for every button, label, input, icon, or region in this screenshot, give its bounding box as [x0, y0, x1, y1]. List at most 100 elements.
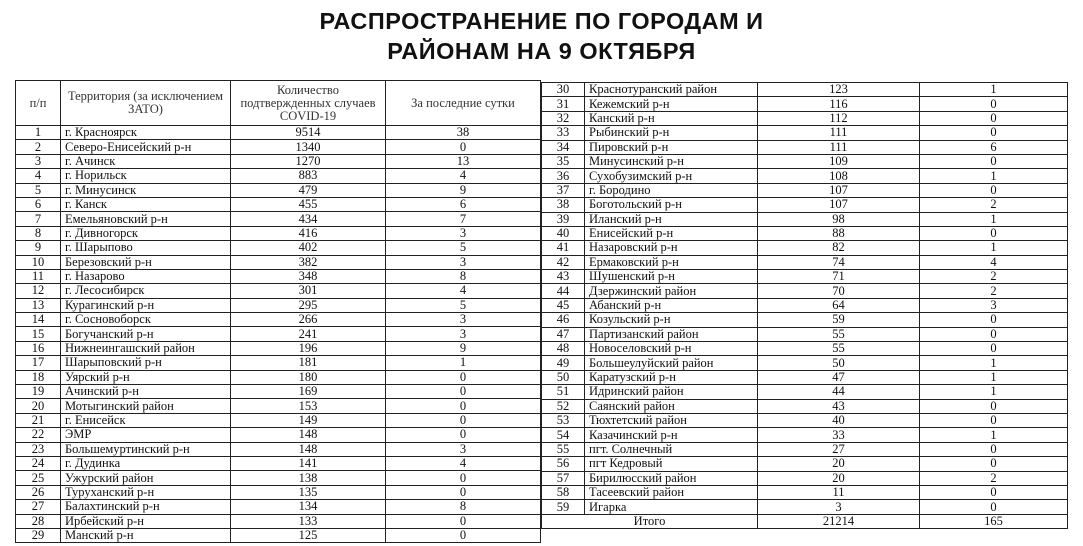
total-cases: 148 [230, 427, 386, 443]
last-day-cases: 4 [385, 283, 541, 299]
total-cases: 123 [757, 81, 920, 98]
row-number: 47 [541, 326, 585, 343]
total-cases: 20 [757, 470, 920, 486]
last-day-cases: 0 [385, 398, 541, 414]
total-cases: 44 [757, 384, 920, 400]
territory-name: Нижнеингашский район [60, 340, 231, 357]
page-title-line-2: РАЙОНАМ НА 9 ОКТЯБРЯ [387, 38, 696, 64]
territory-name: Пировский р-н [584, 139, 758, 155]
total-cases: 148 [230, 441, 386, 457]
last-day-cases: 1 [919, 355, 1068, 371]
table-row: 13 Курагинский р-н 295 5 [15, 297, 541, 314]
last-day-cases: 8 [385, 268, 541, 285]
territory-name: Партизанский район [584, 326, 758, 343]
territory-name: г. Сосновоборск [60, 312, 231, 328]
total-cases: 135 [230, 484, 386, 501]
row-number: 40 [541, 225, 585, 242]
totals-row: Итого 21214 165 [541, 513, 1068, 530]
total-cases: 1270 [230, 153, 386, 170]
totals-last-day: 165 [919, 513, 1068, 530]
row-number: 20 [15, 398, 61, 414]
table-header-row: п/п Территория (за исключением ЗАТО) Кол… [15, 80, 541, 126]
table-row: 31 Кежемский р-н 116 0 [541, 96, 1068, 112]
territory-name: г. Назарово [60, 268, 231, 285]
last-day-cases: 0 [919, 96, 1068, 112]
territory-name: Березовский р-н [60, 254, 231, 270]
territory-name: Игарка [584, 499, 758, 515]
last-day-cases: 13 [385, 153, 541, 170]
totals-cases: 21214 [757, 513, 920, 530]
row-number: 48 [541, 341, 585, 357]
territory-name: Иланский р-н [584, 211, 758, 227]
total-cases: 108 [757, 168, 920, 184]
table-row: 21 г. Енисейск 149 0 [15, 412, 541, 429]
table-row: 51 Идринский район 44 1 [541, 384, 1068, 400]
row-number: 58 [541, 484, 585, 501]
territory-name: Боготольский р-н [584, 197, 758, 213]
territory-name: Сухобузимский р-н [584, 168, 758, 184]
row-number: 4 [15, 168, 61, 184]
row-number: 3 [15, 153, 61, 170]
table-row: 23 Большемуртинский р-н 148 3 [15, 441, 541, 457]
territory-name: Тюхтетский район [584, 412, 758, 429]
last-day-cases: 0 [919, 499, 1068, 515]
total-cases: 295 [230, 297, 386, 314]
table-row: 5 г. Минусинск 479 9 [15, 182, 541, 198]
table-row: 8 г. Дивногорск 416 3 [15, 225, 541, 242]
table-row: 18 Уярский р-н 180 0 [15, 369, 541, 386]
row-number: 55 [541, 441, 585, 458]
last-day-cases: 5 [385, 240, 541, 256]
territory-name: Северо-Енисейский р-н [60, 139, 231, 155]
row-number: 35 [541, 153, 585, 170]
table-row: 42 Ермаковский р-н 74 4 [541, 254, 1068, 271]
total-cases: 141 [230, 455, 386, 472]
last-day-cases: 0 [385, 470, 541, 486]
table-row: 33 Рыбинский р-н 111 0 [541, 125, 1068, 141]
last-day-cases: 1 [919, 240, 1068, 256]
total-cases: 82 [757, 240, 920, 256]
row-number: 10 [15, 254, 61, 270]
table-row: 37 г. Бородино 107 0 [541, 182, 1068, 199]
total-cases: 70 [757, 283, 920, 299]
last-day-cases: 0 [919, 182, 1068, 199]
total-cases: 20 [757, 456, 920, 472]
last-day-cases: 2 [919, 269, 1068, 285]
covid-table-left: п/п Территория (за исключением ЗАТО) Кол… [15, 80, 541, 544]
territory-name: Канский р-н [584, 110, 758, 127]
total-cases: 111 [757, 125, 920, 141]
table-row: 38 Боготольский р-н 107 2 [541, 197, 1068, 213]
total-cases: 434 [230, 211, 386, 227]
last-day-cases: 1 [919, 81, 1068, 98]
table-row: 32 Канский р-н 112 0 [541, 110, 1068, 127]
row-number: 54 [541, 427, 585, 443]
total-cases: 98 [757, 211, 920, 227]
table-row: 39 Иланский р-н 98 1 [541, 211, 1068, 227]
last-day-cases: 3 [385, 441, 541, 457]
total-cases: 181 [230, 355, 386, 371]
last-day-cases: 0 [385, 513, 541, 529]
total-cases: 33 [757, 427, 920, 443]
totals-label: Итого [541, 513, 758, 530]
last-day-cases: 0 [385, 484, 541, 501]
territory-name: Шушенский р-н [584, 269, 758, 285]
last-day-cases: 0 [919, 312, 1068, 328]
total-cases: 149 [230, 412, 386, 429]
table-row: 58 Тасеевский район 11 0 [541, 484, 1068, 501]
row-number: 50 [541, 369, 585, 386]
last-day-cases: 0 [385, 527, 541, 544]
table-row: 19 Ачинский р-н 169 0 [15, 384, 541, 400]
total-cases: 125 [230, 527, 386, 544]
last-day-cases: 7 [385, 211, 541, 227]
total-cases: 241 [230, 326, 386, 342]
total-cases: 266 [230, 312, 386, 328]
table-row: 20 Мотыгинский район 153 0 [15, 398, 541, 414]
last-day-cases: 1 [919, 427, 1068, 443]
table-row: 7 Емельяновский р-н 434 7 [15, 211, 541, 227]
territory-name: Новоселовский р-н [584, 341, 758, 357]
territory-name: Козульский р-н [584, 312, 758, 328]
row-number: 19 [15, 384, 61, 400]
territory-name: Балахтинский р-н [60, 499, 231, 515]
table-row: 9 г. Шарыпово 402 5 [15, 240, 541, 256]
territory-name: г. Красноярск [60, 124, 231, 141]
row-number: 14 [15, 312, 61, 328]
